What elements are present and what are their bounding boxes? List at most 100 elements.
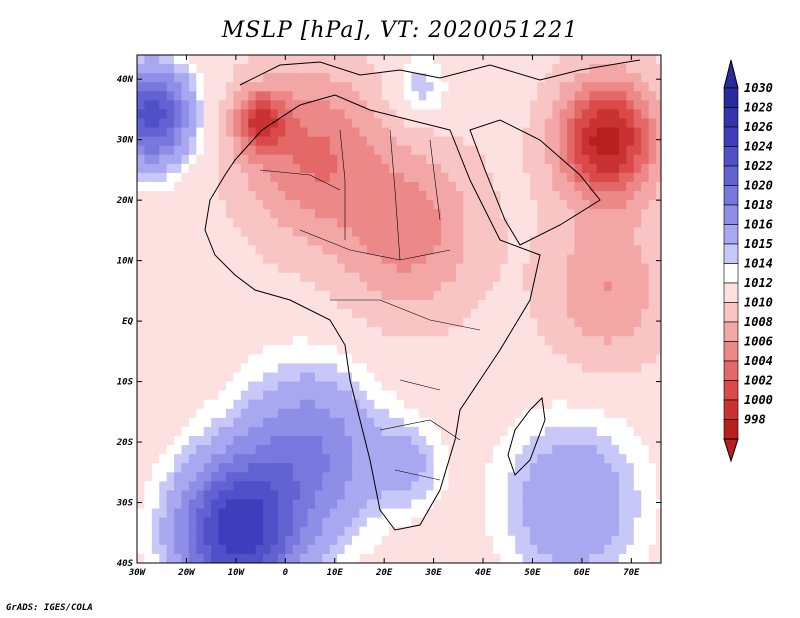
pressure-cell: [352, 309, 361, 319]
pressure-cell: [352, 154, 361, 165]
pressure-cell: [211, 145, 220, 156]
pressure-cell: [270, 436, 279, 446]
pressure-cell: [366, 526, 375, 537]
pressure-cell: [181, 290, 190, 301]
pressure-cell: [589, 245, 598, 256]
pressure-cell: [329, 82, 338, 92]
pressure-cell: [144, 163, 153, 174]
pressure-cell: [314, 281, 323, 292]
pressure-cell: [507, 553, 516, 563]
pressure-cell: [522, 100, 531, 111]
pressure-cell: [589, 290, 598, 301]
pressure-cell: [641, 172, 650, 183]
pressure-cell: [322, 535, 331, 546]
pressure-cell: [559, 64, 568, 74]
pressure-cell: [307, 544, 316, 555]
pressure-cell: [604, 399, 613, 410]
pressure-cell: [648, 245, 657, 256]
pressure-cell: [366, 499, 375, 510]
pressure-cell: [604, 154, 613, 165]
pressure-cell: [307, 136, 316, 147]
pressure-cell: [633, 472, 642, 482]
pressure-cell: [196, 363, 205, 374]
pressure-cell: [211, 254, 220, 265]
pressure-cell: [648, 426, 657, 437]
pressure-cell: [344, 309, 353, 319]
pressure-cell: [656, 481, 661, 492]
pressure-cell: [307, 100, 316, 111]
pressure-cell: [648, 309, 657, 319]
pressure-cell: [648, 145, 657, 156]
pressure-cell: [552, 218, 561, 228]
pressure-cell: [470, 227, 479, 238]
pressure-cell: [263, 73, 272, 83]
pressure-cell: [618, 499, 627, 510]
pressure-cell: [433, 399, 442, 410]
pressure-cell: [552, 454, 561, 464]
pressure-cell: [196, 64, 205, 74]
pressure-cell: [337, 254, 346, 265]
pressure-cell: [522, 363, 531, 374]
pressure-cell: [589, 544, 598, 555]
pressure-cell: [174, 236, 183, 247]
pressure-cell: [485, 236, 494, 247]
pressure-cell: [633, 55, 642, 65]
pressure-cell: [433, 263, 442, 274]
pressure-cell: [322, 445, 331, 455]
pressure-cell: [648, 508, 657, 519]
pressure-cell: [203, 535, 212, 546]
pressure-cell: [329, 508, 338, 519]
pressure-cell: [166, 544, 175, 555]
pressure-cell: [300, 245, 309, 256]
pressure-cell: [225, 472, 234, 482]
pressure-cell: [248, 499, 257, 510]
pressure-cell: [203, 290, 212, 301]
pressure-cell: [196, 381, 205, 392]
pressure-cell: [151, 526, 160, 537]
pressure-cell: [463, 417, 472, 428]
pressure-cell: [159, 254, 168, 265]
pressure-cell: [344, 445, 353, 455]
pressure-cell: [203, 191, 212, 201]
pressure-cell: [648, 535, 657, 546]
pressure-cell: [307, 463, 316, 473]
pressure-cell: [648, 209, 657, 219]
pressure-cell: [448, 299, 457, 310]
pressure-cell: [188, 281, 197, 292]
pressure-cell: [485, 290, 494, 301]
pressure-cell: [656, 372, 661, 383]
pressure-cell: [589, 200, 598, 210]
pressure-cell: [648, 218, 657, 228]
pressure-cell: [211, 263, 220, 274]
pressure-cell: [233, 245, 242, 256]
pressure-cell: [500, 263, 509, 274]
pressure-cell: [463, 91, 472, 101]
pressure-cell: [426, 290, 435, 301]
pressure-cell: [225, 553, 234, 563]
pressure-cell: [648, 454, 657, 464]
pressure-cell: [589, 163, 598, 174]
pressure-cell: [166, 553, 175, 563]
pressure-cell: [485, 454, 494, 464]
pressure-cell: [188, 381, 197, 392]
pressure-cell: [322, 481, 331, 492]
pressure-cell: [144, 390, 153, 401]
pressure-cell: [211, 318, 220, 328]
pressure-cell: [389, 91, 398, 101]
pressure-cell: [389, 64, 398, 74]
pressure-cell: [218, 263, 227, 274]
pressure-cell: [455, 472, 464, 482]
pressure-cell: [188, 508, 197, 519]
pressure-cell: [537, 454, 546, 464]
pressure-cell: [522, 318, 531, 328]
pressure-cell: [567, 309, 576, 319]
pressure-cell: [374, 463, 383, 473]
pressure-cell: [144, 136, 153, 147]
pressure-cell: [552, 535, 561, 546]
pressure-cell: [196, 55, 205, 65]
pressure-cell: [485, 463, 494, 473]
pressure-cell: [292, 327, 301, 337]
pressure-cell: [507, 82, 516, 92]
pressure-cell: [359, 372, 368, 383]
pressure-cell: [641, 445, 650, 455]
